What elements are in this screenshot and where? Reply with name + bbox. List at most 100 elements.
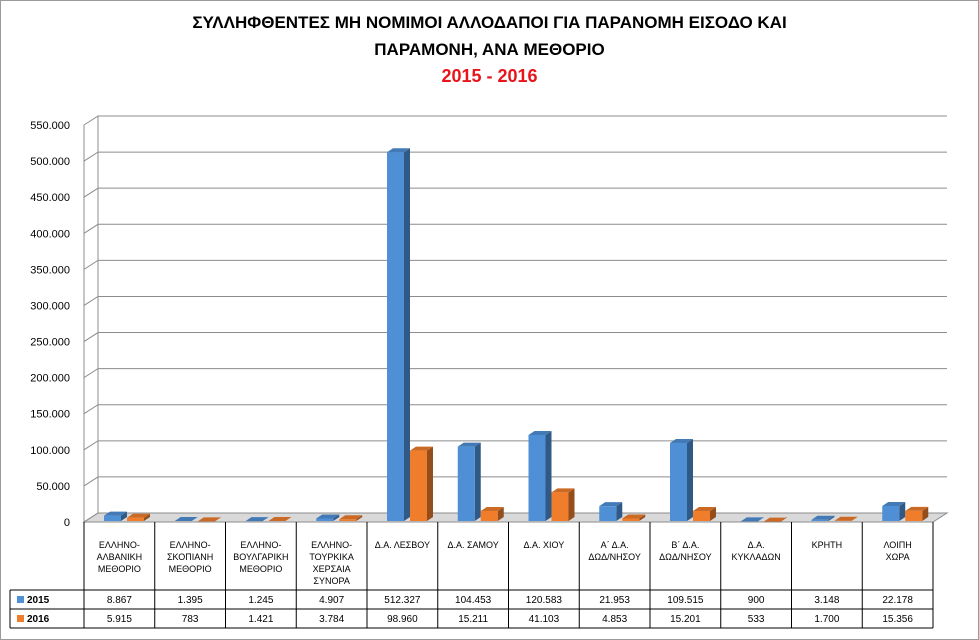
- bar-2015-0: [104, 511, 127, 521]
- bar-2015-7: [599, 502, 623, 521]
- category-label-line: ΧΕΡΣΑΙΑ: [313, 564, 351, 574]
- bar-2016-10: [834, 516, 858, 521]
- y-tick-label: 50.000: [36, 481, 70, 493]
- category-label-line: Δ.Α. ΣΑΜΟΥ: [447, 540, 498, 550]
- bar-side: [616, 502, 623, 521]
- bar-top: [763, 517, 787, 522]
- bar-2016-8: [693, 507, 716, 521]
- legend-key-2015: [17, 596, 24, 603]
- bar-front: [339, 519, 357, 521]
- category-label-line: ΕΛΛΗΝΟ-: [311, 540, 352, 550]
- y-tick-label: 200.000: [30, 373, 70, 385]
- data-label: 3.148: [814, 595, 839, 606]
- bar-side: [497, 507, 504, 521]
- category-label-line: ΒΟΥΛΓΑΡΙΚΗ: [233, 552, 288, 562]
- data-label: 900: [748, 595, 765, 606]
- bar-side: [121, 511, 127, 521]
- bar-front: [905, 510, 923, 521]
- bar-top: [882, 501, 906, 506]
- data-table: [9, 522, 934, 629]
- bar-side: [333, 514, 340, 521]
- bar-2016-11: [905, 506, 929, 521]
- bar-top: [457, 442, 481, 447]
- data-label: 109.515: [667, 595, 704, 606]
- data-label: 512.327: [384, 595, 421, 606]
- bar-front: [599, 506, 617, 521]
- category-label: Δ.Α. ΣΑΜΟΥ: [447, 540, 498, 550]
- bar-front: [693, 511, 710, 521]
- category-label-line: ΤΟΥΡΚΙΚΑ: [309, 552, 354, 562]
- bar-front: [410, 450, 427, 521]
- bar-top: [811, 515, 835, 520]
- data-label: 104.453: [455, 595, 492, 606]
- bar-2016-7: [622, 514, 646, 521]
- bar-front: [811, 519, 829, 521]
- category-label-line: Δ.Α.: [748, 540, 765, 550]
- bar-front: [127, 517, 144, 521]
- category-label-line: ΔΩΔ/ΝΗΣΟΥ: [659, 552, 712, 562]
- bar-2015-3: [316, 514, 340, 521]
- bar-side: [568, 488, 575, 521]
- y-tick-label: 100.000: [30, 445, 70, 457]
- bar-top: [740, 517, 764, 522]
- bar-side: [687, 438, 693, 521]
- data-label: 1.395: [178, 595, 203, 606]
- bar-side: [144, 513, 150, 521]
- category-label: Δ.Α. ΧΙΟΥ: [524, 540, 565, 550]
- category-label: ΕΛΛΗΝΟ- ΑΛΒΑΝΙΚΗ ΜΕΘΟΡΙΟ: [97, 540, 143, 574]
- bar-top: [480, 507, 504, 512]
- bar-2016-0: [127, 513, 150, 521]
- bar-side: [710, 507, 716, 521]
- data-label: 21.953: [599, 595, 630, 606]
- category-label: ΚΡΗΤΗ: [812, 540, 843, 550]
- bar-2016-6: [551, 488, 575, 521]
- bar-front: [528, 434, 546, 521]
- bar-front: [670, 442, 687, 521]
- bar-front: [316, 518, 334, 521]
- data-label: 4.853: [602, 614, 627, 625]
- bar-side: [851, 516, 858, 521]
- data-label: 1.245: [248, 595, 273, 606]
- bar-side: [191, 516, 198, 521]
- bar-front: [480, 511, 498, 521]
- category-label-line: ΜΕΘΟΡΙΟ: [169, 564, 212, 574]
- y-tick-label: 500.000: [30, 156, 70, 168]
- category-label-line: ΑΛΒΑΝΙΚΗ: [97, 552, 143, 562]
- bar-top: [387, 148, 410, 153]
- bar-2016-9: [763, 517, 787, 522]
- bar-front: [882, 505, 900, 521]
- data-label: 1.700: [814, 614, 839, 625]
- data-label: 15.211: [458, 614, 488, 625]
- data-label: 1.421: [248, 614, 273, 625]
- data-label: 4.907: [319, 595, 344, 606]
- bar-2015-11: [882, 501, 906, 521]
- bar-top: [197, 517, 221, 522]
- bar-side: [899, 501, 906, 521]
- data-label: 533: [748, 614, 765, 625]
- category-label: Δ.Α. ΚΥΚΛΑΔΩΝ: [731, 540, 780, 562]
- bar-2016-3: [339, 515, 363, 521]
- category-label-line: Β΄ Δ.Α.: [671, 540, 699, 550]
- category-label-line: ΕΛΛΗΝΟ-: [240, 540, 281, 550]
- bar-top: [127, 513, 150, 518]
- bar-top: [316, 514, 340, 519]
- y-tick-label: 350.000: [30, 264, 70, 276]
- bar-top: [599, 502, 623, 507]
- data-label: 5.915: [107, 614, 132, 625]
- category-label-line: ΛΟΙΠΗ: [883, 540, 911, 550]
- category-label-line: Δ.Α. ΧΙΟΥ: [524, 540, 565, 550]
- bar-front: [551, 492, 569, 521]
- bar-2016-2: [268, 516, 292, 521]
- bar-side: [427, 446, 433, 521]
- category-label: ΕΛΛΗΝΟ- ΤΟΥΡΚΙΚΑ ΧΕΡΣΑΙΑ ΣΥΝΟΡΑ: [309, 540, 354, 586]
- bar-2015-10: [811, 515, 835, 521]
- bar-top: [339, 515, 363, 520]
- chart-title-line-2: ΠΑΡΑΜΟΝΗ, ΑΝΑ ΜΕΘΟΡΙΟ: [374, 40, 605, 59]
- bar-2016-4: [410, 446, 433, 521]
- bar-side: [285, 516, 292, 521]
- bar-front: [387, 152, 404, 521]
- category-label: ΛΟΙΠΗ ΧΩΡΑ: [883, 540, 911, 562]
- bar-2015-4: [387, 148, 410, 521]
- chart-back-wall: [98, 116, 947, 513]
